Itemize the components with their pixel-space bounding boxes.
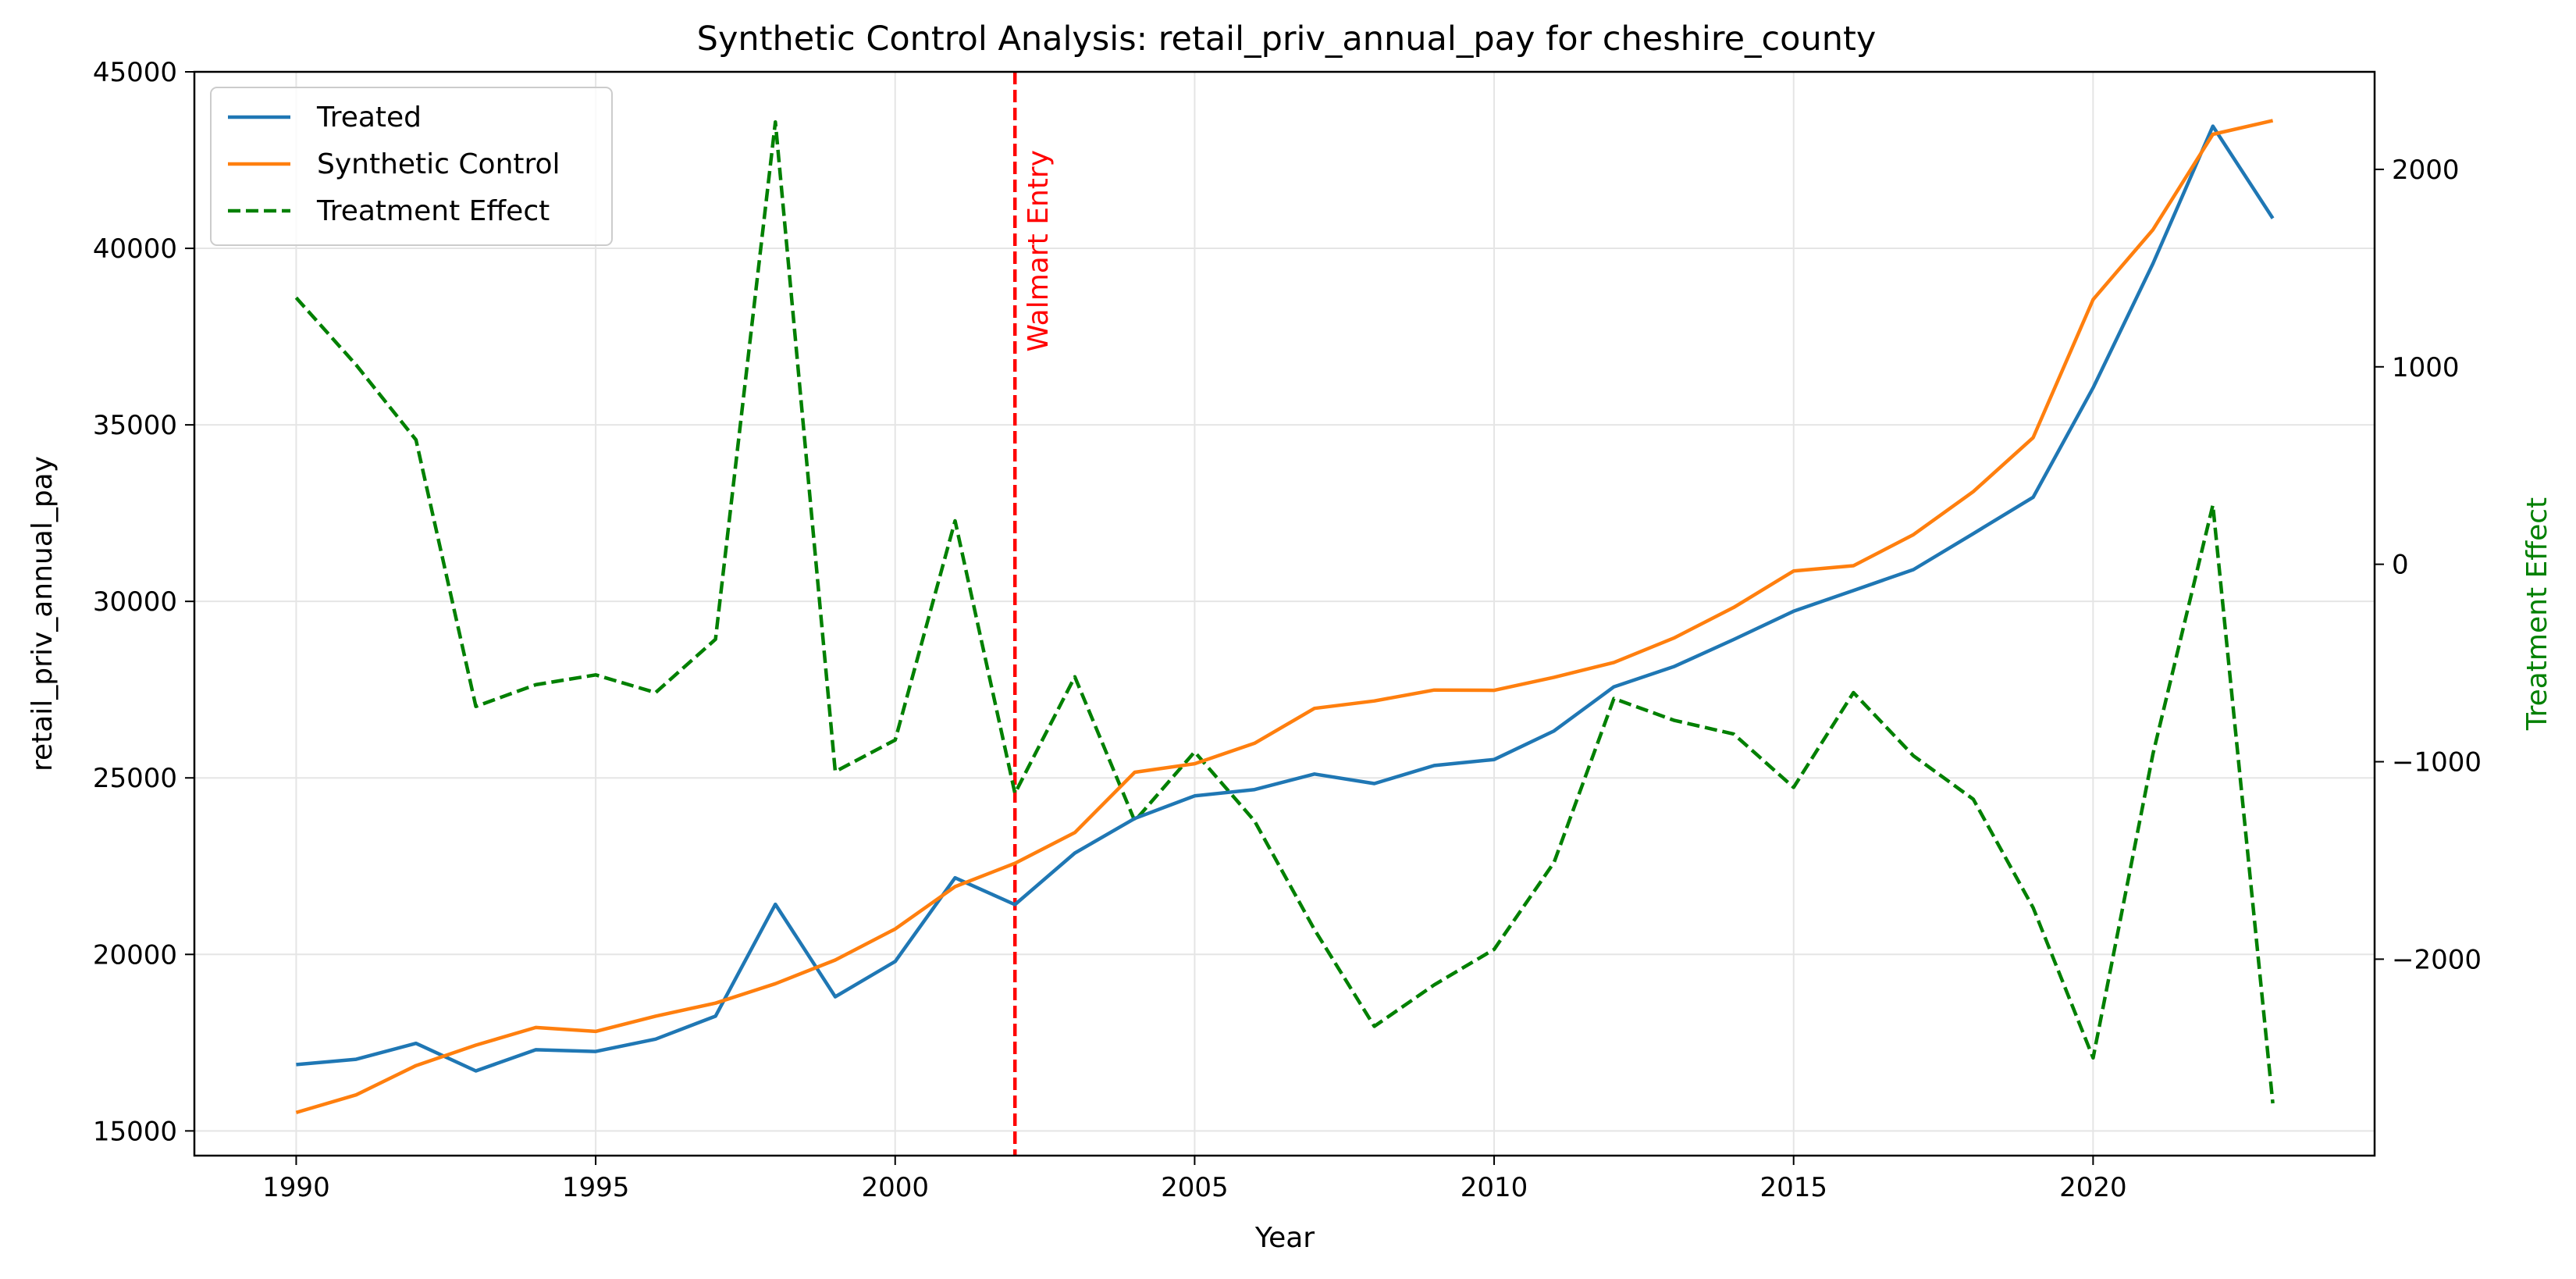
series-line-synthetic-control bbox=[295, 119, 2274, 1114]
plot-series bbox=[294, 119, 2275, 1114]
legend-box bbox=[210, 87, 613, 246]
y-tick-label: 20000 bbox=[93, 939, 177, 971]
y-tick-label: 45000 bbox=[93, 57, 177, 88]
chart-title: Synthetic Control Analysis: retail_priv_… bbox=[697, 20, 1877, 59]
y2-tick-label: −1000 bbox=[2392, 747, 2482, 778]
y2-tick-label: 0 bbox=[2392, 550, 2409, 581]
x-axis: 1990 1995 2000 2005 2010 2015 2020 bbox=[262, 1156, 2127, 1203]
y-tick-label: 40000 bbox=[93, 233, 177, 265]
y-axis-left: 15000 20000 25000 30000 35000 40000 45000 bbox=[93, 57, 194, 1147]
y2-tick-label: −2000 bbox=[2392, 944, 2482, 975]
x-tick-label: 2005 bbox=[1161, 1172, 1229, 1203]
legend-label: Synthetic Control bbox=[317, 148, 560, 180]
y-tick-label: 15000 bbox=[93, 1116, 177, 1147]
series-line-treated bbox=[296, 124, 2275, 1073]
x-tick-label: 2015 bbox=[1759, 1172, 1827, 1203]
series-line-treatment-effect bbox=[294, 119, 2275, 1104]
plot-area-frame bbox=[193, 70, 2376, 1157]
legend-label: Treated bbox=[316, 102, 422, 134]
y-axis-label: retail_priv_annual_pay bbox=[27, 456, 59, 771]
x-tick-label: 1990 bbox=[262, 1172, 330, 1203]
x-tick-label: 1995 bbox=[562, 1172, 630, 1203]
y2-tick-label: 2000 bbox=[2392, 155, 2460, 186]
y-tick-label: 30000 bbox=[93, 586, 177, 618]
y2-tick-label: 1000 bbox=[2392, 352, 2460, 383]
x-tick-label: 2010 bbox=[1461, 1172, 1528, 1203]
y-tick-label: 25000 bbox=[93, 763, 177, 794]
y-tick-label: 35000 bbox=[93, 410, 177, 441]
y2-axis-label: Treatment Effect bbox=[2521, 497, 2553, 731]
legend: Treated Synthetic Control Treatment Effect bbox=[210, 87, 613, 246]
x-tick-label: 2020 bbox=[2059, 1172, 2127, 1203]
x-axis-label: Year bbox=[1254, 1222, 1315, 1254]
event-marker: Walmart Entry bbox=[1012, 72, 1055, 1156]
legend-label: Treatment Effect bbox=[316, 195, 550, 227]
walmart-entry-label: Walmart Entry bbox=[1023, 150, 1055, 352]
y-axis-right: −2000 −1000 0 1000 2000 bbox=[2375, 155, 2482, 975]
x-tick-label: 2000 bbox=[861, 1172, 929, 1203]
